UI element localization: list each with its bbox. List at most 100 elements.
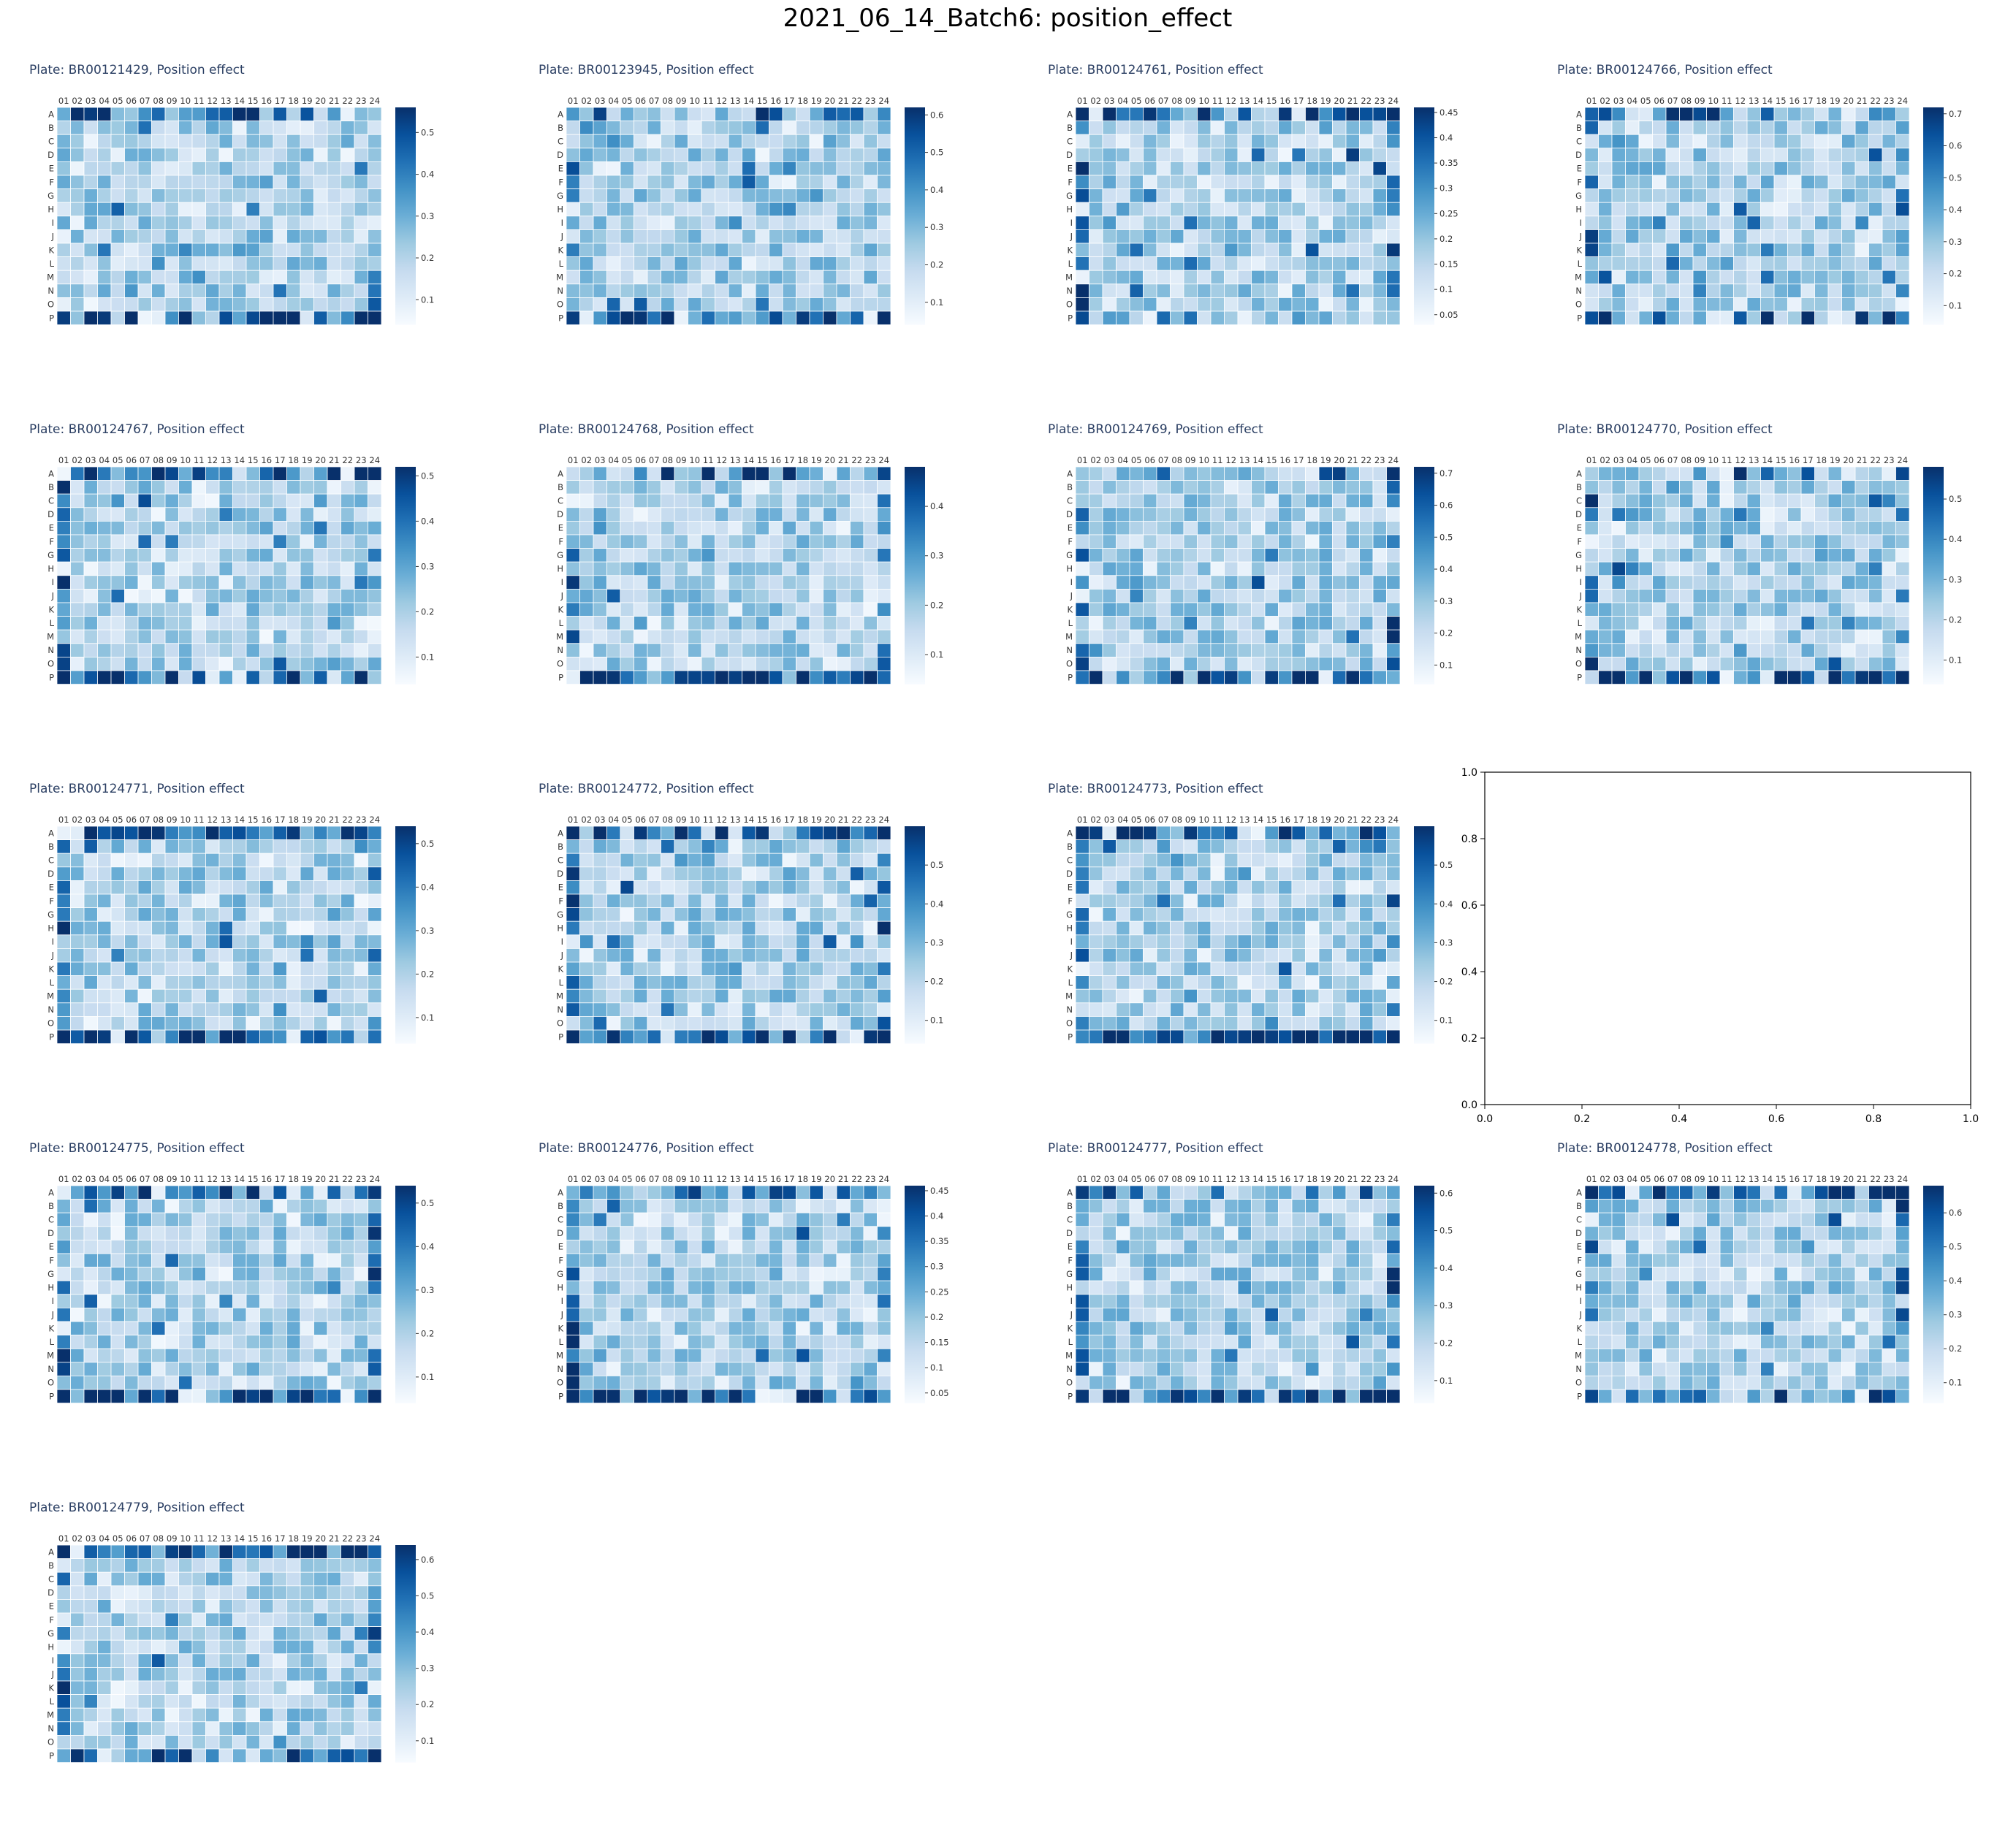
heatmap-cell	[1156, 588, 1171, 603]
row-label: I	[561, 937, 563, 947]
heatmap-cell	[1102, 148, 1117, 162]
heatmap-cell	[620, 961, 634, 977]
heatmap-cell	[368, 107, 382, 122]
heatmap-cell	[593, 520, 607, 535]
heatmap-cell	[1197, 188, 1211, 203]
heatmap-cell	[1197, 493, 1211, 508]
heatmap-cell	[850, 920, 864, 936]
heatmap-cell	[579, 216, 594, 230]
heatmap-cell	[1652, 161, 1667, 176]
heatmap-cell	[1278, 520, 1293, 535]
heatmap-cell	[1197, 561, 1211, 576]
heatmap-cell	[327, 670, 341, 685]
heatmap-cell	[1170, 629, 1184, 644]
heatmap-cell	[1359, 839, 1374, 854]
heatmap-cell	[1264, 229, 1279, 244]
heatmap-cell	[273, 866, 287, 881]
heatmap-cell	[634, 1002, 648, 1017]
heatmap-cell	[273, 839, 287, 854]
heatmap-cell	[1733, 493, 1748, 508]
heatmap-cell	[327, 202, 341, 217]
heatmap-cell	[1116, 121, 1130, 135]
heatmap-cell	[674, 148, 688, 162]
column-label: 08	[1171, 455, 1182, 465]
heatmap-cell	[1855, 616, 1869, 630]
heatmap-cell	[124, 616, 139, 630]
heatmap-cell	[137, 175, 152, 190]
heatmap-cell	[205, 507, 220, 522]
heatmap-cell	[1598, 507, 1613, 522]
colorbar-tick-label: 0.2	[421, 969, 434, 979]
column-label: 03	[85, 455, 96, 465]
heatmap-cell	[1882, 561, 1896, 576]
heatmap-cell	[1895, 616, 1910, 630]
heatmap-cell	[769, 961, 783, 977]
heatmap-cell	[205, 629, 220, 644]
heatmap-cell	[259, 616, 274, 630]
heatmap-cell	[1652, 216, 1667, 230]
heatmap-cell	[97, 1185, 112, 1200]
row-label: I	[1580, 577, 1582, 587]
heatmap-cell	[661, 310, 675, 326]
heatmap-cell	[836, 270, 851, 285]
heatmap-cell	[1665, 148, 1680, 162]
heatmap-cell	[1264, 839, 1279, 854]
row-label: B	[48, 123, 54, 133]
heatmap-cell	[863, 656, 878, 671]
heatmap-cell	[715, 466, 729, 481]
heatmap-cell	[151, 493, 166, 508]
heatmap-cell	[341, 148, 355, 162]
heatmap-cell	[579, 588, 594, 603]
heatmap-cell	[259, 643, 274, 657]
heatmap-cell	[327, 534, 341, 549]
heatmap-cell	[368, 588, 382, 603]
heatmap-cell	[1679, 656, 1694, 671]
column-label: 11	[194, 815, 205, 825]
heatmap-cell	[1827, 466, 1842, 481]
heatmap-cell	[1332, 480, 1347, 495]
heatmap-cell	[1359, 520, 1374, 535]
heatmap-cell	[1237, 121, 1252, 135]
heatmap-cell	[1170, 1002, 1184, 1017]
row-label: L	[50, 977, 55, 988]
colorbar-tick-label: 0.4	[421, 882, 434, 892]
heatmap-cell	[809, 643, 823, 657]
heatmap-cell	[354, 866, 368, 881]
heatmap-cell	[755, 216, 769, 230]
heatmap-cell	[1278, 643, 1293, 657]
heatmap-cell	[769, 507, 783, 522]
heatmap-cell	[1143, 148, 1157, 162]
heatmap-cell	[1679, 548, 1694, 563]
heatmap-cell	[273, 893, 287, 909]
row-label: D	[557, 509, 563, 519]
heatmap-cell	[70, 216, 85, 230]
heatmap-cell	[1116, 880, 1130, 895]
heatmap-cell	[151, 148, 166, 162]
heatmap-cell	[1665, 588, 1680, 603]
heatmap-cell	[1129, 493, 1144, 508]
heatmap-cell	[877, 229, 891, 244]
heatmap-cell	[1318, 839, 1333, 854]
row-label: N	[47, 1364, 54, 1374]
heatmap-cell	[368, 920, 382, 936]
heatmap-cell	[647, 297, 661, 312]
heatmap-cell	[1827, 602, 1842, 617]
row-label: M	[1065, 991, 1073, 1002]
heatmap-cell	[1332, 616, 1347, 630]
heatmap-cell	[1089, 616, 1103, 630]
heatmap-cell	[769, 216, 783, 230]
heatmap-cell	[1638, 107, 1653, 122]
heatmap-cell	[137, 270, 152, 285]
heatmap-cell	[97, 1029, 112, 1045]
heatmap-cell	[863, 520, 878, 535]
heatmap-cell	[1224, 310, 1239, 326]
heatmap-cell	[823, 202, 837, 217]
heatmap-cell	[1625, 507, 1640, 522]
heatmap-cell	[259, 256, 274, 271]
heatmap-cell	[178, 616, 193, 630]
heatmap-cell	[1156, 643, 1171, 657]
heatmap-cell	[164, 561, 179, 576]
heatmap-cell	[300, 866, 314, 881]
heatmap-cell	[688, 202, 702, 217]
heatmap-cell	[1359, 975, 1374, 990]
